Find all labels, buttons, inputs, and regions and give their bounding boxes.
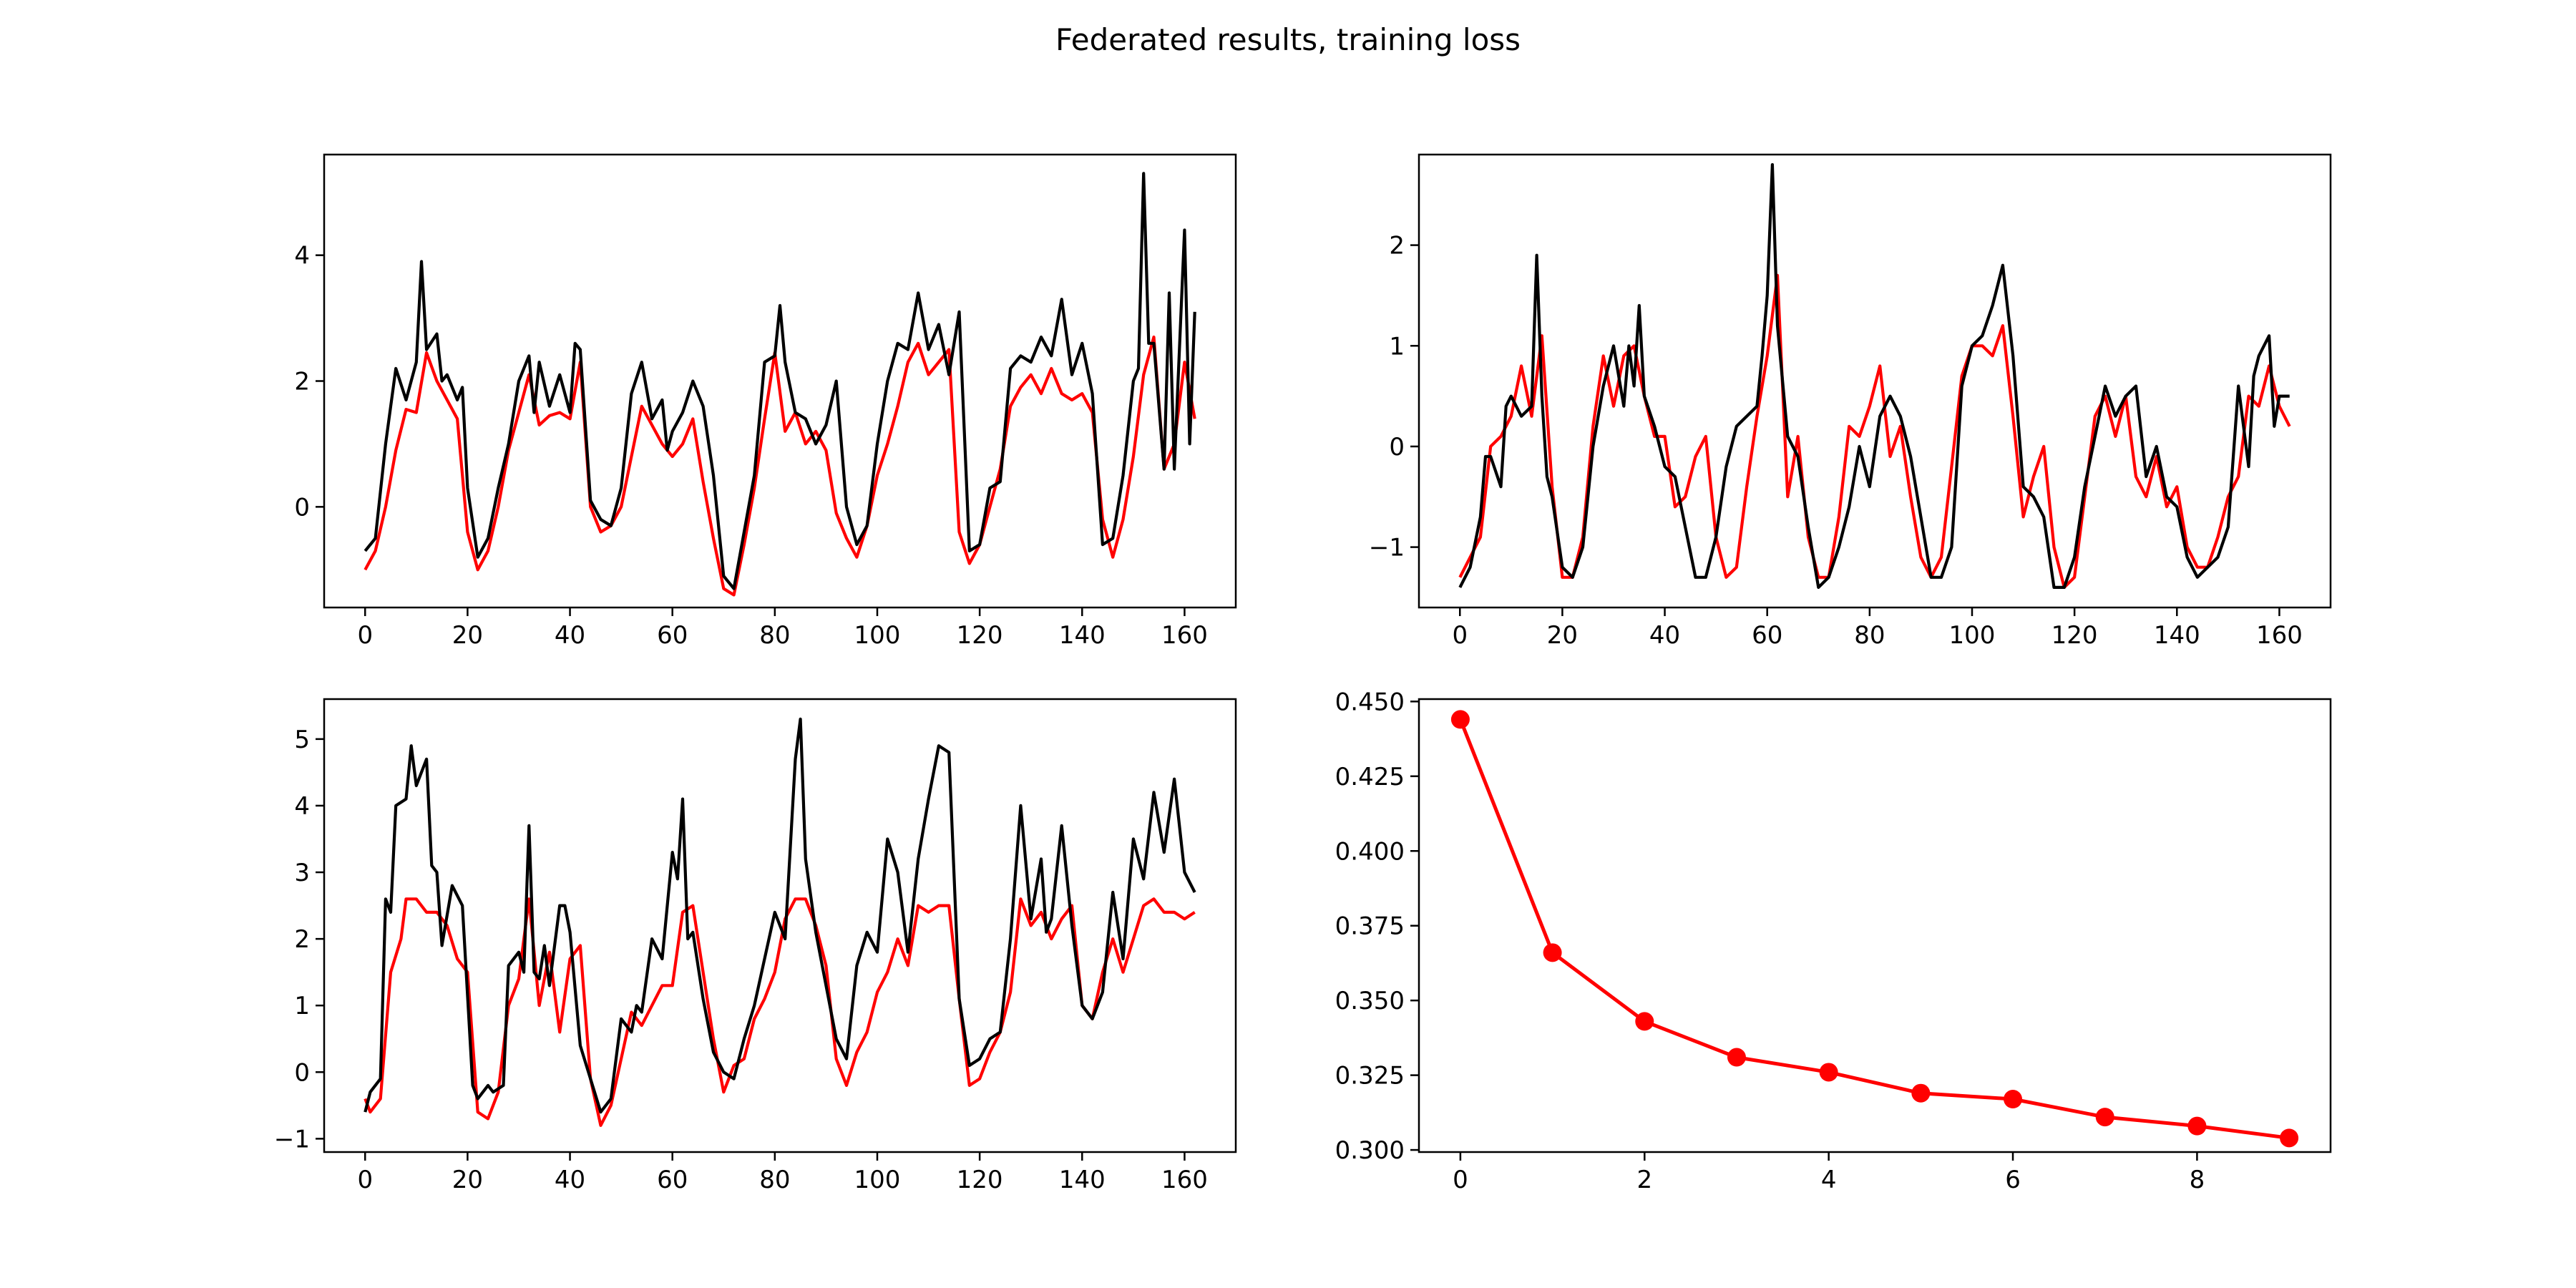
y-tick-label: 4 [294, 242, 310, 270]
x-tick-label: 20 [452, 621, 483, 650]
axes-frame [323, 698, 1237, 1153]
data-point-7 [2095, 1108, 2114, 1127]
data-point-8 [2187, 1116, 2207, 1136]
series-line-red [364, 897, 1196, 1127]
series-line-black [364, 717, 1196, 1114]
y-tick-label: 0.450 [1335, 688, 1405, 716]
y-tick-label: −1 [1369, 534, 1405, 562]
x-tick-label: 8 [2190, 1166, 2205, 1194]
y-tick-label: −1 [274, 1125, 310, 1153]
y-tick-label: 0 [294, 1058, 310, 1087]
x-tick-label: 140 [2154, 621, 2200, 650]
y-tick-label: 0.375 [1335, 912, 1405, 941]
x-tick-label: 60 [657, 621, 688, 650]
series-line-black [1458, 163, 2290, 589]
x-tick-label: 120 [957, 1166, 1003, 1194]
y-tick-label: 0.325 [1335, 1062, 1405, 1091]
subplot-bottom-left: 0 20 40 60 80 100 120 140 160 −1 0 1 2 3 4 5 [274, 698, 1237, 1194]
data-point-2 [1635, 1012, 1654, 1031]
x-tick-label: 80 [1854, 621, 1885, 650]
data-point-9 [2280, 1128, 2299, 1148]
x-tick-label: 40 [1649, 621, 1680, 650]
data-point-1 [1543, 943, 1562, 962]
x-tick-label: 160 [1161, 621, 1208, 650]
x-tick-label: 0 [1452, 621, 1468, 650]
x-tick-label: 0 [1453, 1166, 1468, 1194]
y-tick-label: 1 [294, 992, 310, 1020]
x-tick-label: 120 [957, 621, 1003, 650]
x-tick-label: 20 [452, 1166, 483, 1194]
x-tick-label: 160 [1161, 1166, 1208, 1194]
x-tick-label: 2 [1636, 1166, 1652, 1194]
data-point-0 [1450, 710, 1470, 729]
x-tick-label: 80 [759, 621, 790, 650]
y-tick-label: 2 [1389, 232, 1405, 260]
x-tick-label: 160 [2256, 621, 2303, 650]
data-point-3 [1727, 1048, 1746, 1067]
y-tick-label: 0.425 [1335, 763, 1405, 791]
x-tick-label: 0 [357, 1166, 373, 1194]
x-tick-label: 4 [1821, 1166, 1837, 1194]
y-tick-label: 2 [294, 925, 310, 954]
x-tick-label: 80 [759, 1166, 790, 1194]
y-tick-label: 5 [294, 726, 310, 754]
y-tick-label: 3 [294, 859, 310, 887]
y-tick-label: 0 [294, 493, 310, 522]
y-tick-label: 2 [294, 368, 310, 396]
series-line-red [1458, 273, 2291, 589]
y-tick-label: 1 [1389, 332, 1405, 361]
series-line-red [364, 335, 1196, 597]
x-tick-label: 100 [854, 1166, 901, 1194]
y-tick-label: 0.400 [1335, 837, 1405, 866]
x-tick-label: 60 [1752, 621, 1782, 650]
x-tick-label: 40 [555, 621, 585, 650]
x-tick-label: 60 [657, 1166, 688, 1194]
x-tick-label: 6 [2005, 1166, 2021, 1194]
data-point-5 [1911, 1083, 1931, 1103]
axes-frame [1418, 153, 2332, 609]
x-tick-label: 140 [1059, 621, 1106, 650]
x-tick-label: 100 [854, 621, 901, 650]
series-line-black [364, 172, 1196, 590]
x-tick-label: 140 [1059, 1166, 1106, 1194]
subplot-top-right: 0 20 40 60 80 100 120 140 160 −1 0 1 2 [1369, 153, 2332, 650]
data-point-6 [2004, 1090, 2023, 1109]
x-tick-label: 100 [1949, 621, 1996, 650]
y-tick-label: 0.300 [1335, 1136, 1405, 1165]
x-tick-label: 120 [2051, 621, 2098, 650]
figure-title: Federated results, training loss [1055, 22, 1521, 57]
y-tick-label: 0.350 [1335, 987, 1405, 1015]
subplot-top-left: 0 20 40 60 80 100 120 140 160 0 2 4 [294, 153, 1237, 650]
series-line-red [1458, 718, 2290, 1140]
x-tick-label: 20 [1547, 621, 1578, 650]
x-tick-label: 40 [555, 1166, 585, 1194]
x-tick-label: 0 [357, 621, 373, 650]
data-point-4 [1819, 1063, 1838, 1082]
subplot-bottom-right: 0 2 4 6 8 0.300 0.325 0.350 0.375 0.400 0.425 0.450 [1335, 688, 2332, 1194]
y-tick-label: 0 [1389, 433, 1405, 462]
y-tick-label: 4 [294, 792, 310, 821]
